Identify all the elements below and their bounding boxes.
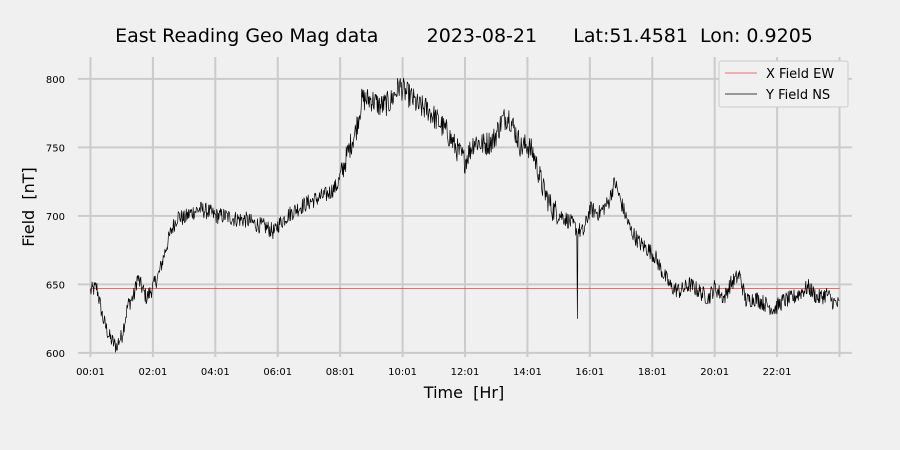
x-tick-label: 12:01 xyxy=(451,367,480,378)
x-tick-label: 06:01 xyxy=(263,367,292,378)
x-tick-label: 14:01 xyxy=(513,367,542,378)
y-field-ns-line xyxy=(90,77,840,353)
x-axis-label: Time [Hr] xyxy=(423,383,504,402)
legend: X Field EW Y Field NS xyxy=(718,60,849,108)
chart-title: East Reading Geo Mag data 2023-08-21 Lat… xyxy=(115,25,813,47)
x-tick-label: 04:01 xyxy=(201,367,230,378)
x-tick-label: 02:01 xyxy=(138,367,167,378)
x-tick-label: 20:01 xyxy=(700,367,729,378)
y-tick-label: 800 xyxy=(46,75,65,86)
x-tick-label: 00:01 xyxy=(76,367,105,378)
legend-label-x-field: X Field EW xyxy=(766,67,834,82)
y-axis-label: Field [nT] xyxy=(19,167,38,247)
series-lines xyxy=(90,77,840,353)
y-tick-label: 700 xyxy=(46,212,65,223)
x-axis-ticks: 00:01 02:01 04:01 06:01 08:01 10:01 12:01 14:01… xyxy=(76,367,791,378)
x-tick-label: 22:01 xyxy=(763,367,792,378)
y-tick-label: 600 xyxy=(46,349,65,360)
x-tick-label: 18:01 xyxy=(638,367,667,378)
x-tick-label: 10:01 xyxy=(388,367,417,378)
x-tick-label: 16:01 xyxy=(575,367,604,378)
legend-box xyxy=(718,60,849,108)
x-tick-label: 08:01 xyxy=(326,367,355,378)
legend-label-y-field: Y Field NS xyxy=(765,88,830,103)
y-tick-label: 650 xyxy=(46,280,65,291)
y-tick-label: 750 xyxy=(46,143,65,154)
y-axis-ticks: 600 650 700 750 800 xyxy=(46,75,65,360)
